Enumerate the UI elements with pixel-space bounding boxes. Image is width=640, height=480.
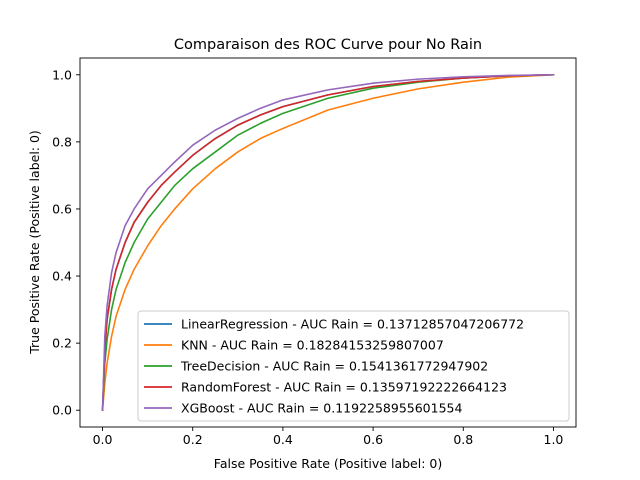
legend-label-0: LinearRegression - AUC Rain = 0.13712857…	[181, 317, 524, 332]
x-tick-label-5: 1.0	[544, 432, 564, 447]
legend-label-1: KNN - AUC Rain = 0.18284153259807007	[181, 338, 444, 353]
legend-label-4: XGBoost - AUC Rain = 0.1192258955601554	[181, 401, 462, 416]
y-tick-label-4: 0.8	[52, 134, 72, 149]
y-tick-label-1: 0.2	[52, 336, 72, 351]
series-line-3	[101, 73, 555, 412]
legend: LinearRegression - AUC Rain = 0.13712857…	[137, 310, 570, 422]
y-tick-label-3: 0.6	[52, 201, 72, 216]
series-line-1	[101, 73, 555, 412]
y-tick-label-0: 0.0	[52, 403, 72, 418]
legend-label-3: RandomForest - AUC Rain = 0.135971922226…	[181, 380, 507, 395]
x-axis-label: False Positive Rate (Positive label: 0)	[214, 456, 442, 471]
x-tick-label-3: 0.6	[363, 432, 383, 447]
series-line-4	[101, 73, 555, 412]
x-tick-label-0: 0.0	[93, 432, 113, 447]
y-tick-label-2: 0.4	[52, 269, 72, 284]
x-tick-label-1: 0.2	[183, 432, 203, 447]
plot-frame	[79, 57, 577, 428]
x-tick-label-4: 0.8	[453, 432, 473, 447]
x-tick-label-2: 0.4	[273, 432, 293, 447]
series-line-2	[101, 73, 555, 412]
legend-label-2: TreeDecision - AUC Rain = 0.154136177294…	[180, 359, 488, 374]
y-tick-label-5: 1.0	[52, 67, 72, 82]
legend-box	[137, 310, 570, 422]
chart-title: Comparaison des ROC Curve pour No Rain	[174, 37, 482, 53]
y-axis-label: True Positive Rate (Positive label: 0)	[27, 130, 42, 355]
